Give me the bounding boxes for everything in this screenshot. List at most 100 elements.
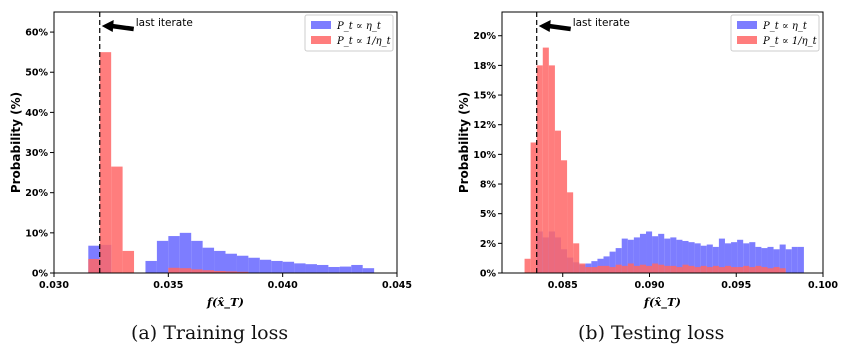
training-y-tick-label-1: 10% [25, 228, 48, 239]
training-annotation-arrow [101, 20, 135, 32]
training-bar-s0-8 [214, 250, 226, 273]
caption-training-loss: (a) Training loss [131, 322, 289, 344]
testing-bar-s1-23 [664, 265, 671, 273]
testing-y-tick-label-1: 2% [480, 239, 497, 250]
testing-bar-s1-37 [749, 267, 756, 273]
training-plot-frame [53, 11, 398, 274]
training-bar-s0-12 [259, 259, 272, 273]
caption-testing-loss: (b) Testing loss [578, 322, 725, 344]
testing-bar-s0-19 [652, 236, 659, 273]
testing-bar-s0-16 [633, 237, 640, 273]
testing-bar-s1-20 [646, 265, 653, 273]
testing-legend-swatch-1 [737, 36, 757, 44]
training-bar-s1-2 [111, 166, 123, 273]
training-legend-swatch-1 [311, 36, 331, 44]
training-y-tick-label-6: 60% [25, 28, 48, 39]
training-x-tick-label-2: 0.040 [268, 280, 298, 291]
testing-bar-s1-4 [548, 65, 555, 274]
testing-x-tick-label-2: 0.095 [721, 280, 751, 291]
testing-bar-s0-43 [797, 246, 804, 273]
testing-bar-s1-31 [712, 265, 719, 273]
testing-bar-s0-11 [603, 256, 610, 273]
training-bar-s0-9 [225, 253, 237, 273]
testing-bar-s0-25 [688, 242, 695, 273]
training-bar-s1-10 [236, 271, 249, 273]
training-arrow-shaft [111, 23, 135, 32]
testing-bar-s0-37 [761, 248, 768, 273]
testing-bar-s1-25 [676, 267, 683, 273]
testing-bar-s1-5 [554, 130, 561, 273]
training-bar-s1-7 [202, 270, 215, 273]
training-legend-label-1: P_t ∝ 1/η_t [336, 36, 392, 47]
testing-bar-s0-26 [694, 243, 701, 273]
panel-testing-loss: 0%2%5%8%10%12%15%18%20% 0.085 0.090 0.095 0… [457, 11, 838, 310]
testing-bar-s1-12 [597, 265, 604, 273]
testing-y-ticks: 0% 2% 5% 8% 10% 12% 15% 18% 20% [473, 31, 502, 280]
testing-bar-s0-15 [627, 239, 634, 273]
training-x-tick-label-1: 0.035 [153, 280, 183, 291]
testing-bar-s0-13 [615, 248, 622, 273]
training-x-axis-label: f(x̂_T) [206, 295, 244, 310]
testing-bar-s1-13 [603, 265, 610, 273]
testing-bar-s1-1 [530, 142, 537, 273]
training-bar-s1-6 [191, 269, 203, 273]
testing-annotation-label: last iterate [573, 17, 630, 29]
testing-bar-s1-19 [639, 264, 647, 273]
testing-bar-s1-39 [761, 267, 768, 273]
testing-bar-s1-24 [670, 265, 677, 273]
testing-bar-s0-34 [743, 243, 750, 273]
testing-bar-s0-18 [646, 231, 653, 273]
training-x-tick-label-0: 0.030 [39, 280, 69, 291]
training-arrow-head [101, 20, 114, 32]
testing-bar-s0-39 [773, 249, 780, 273]
training-annotation-label: last iterate [136, 17, 193, 29]
testing-bar-s0-35 [749, 242, 756, 273]
testing-x-tick-label-1: 0.090 [634, 280, 664, 291]
testing-bar-s1-40 [767, 268, 774, 273]
testing-bar-s0-20 [658, 233, 665, 273]
testing-bar-s1-28 [694, 267, 701, 273]
testing-arrow-head [538, 20, 551, 32]
training-bar-s1-3 [122, 250, 135, 273]
testing-y-tick-label-5: 12% [473, 120, 496, 131]
testing-y-tick-label-2: 5% [480, 209, 497, 220]
training-y-ticks: 0% 10% 20% 30% 40% 50% 60% [25, 28, 54, 280]
training-legend: P_t ∝ η_t P_t ∝ 1/η_t [304, 14, 394, 52]
testing-y-tick-label-6: 15% [473, 91, 496, 102]
testing-bar-s1-7 [567, 192, 574, 273]
training-bar-s1-9 [225, 271, 237, 273]
training-y-tick-label-5: 50% [25, 68, 48, 79]
training-bar-s0-11 [248, 257, 260, 273]
testing-bar-s0-21 [664, 238, 671, 273]
testing-bar-s1-9 [579, 263, 586, 273]
testing-x-axis-label: f(x̂_T) [643, 295, 681, 310]
training-bar-s0-15 [294, 263, 306, 273]
training-bar-s1-5 [179, 268, 192, 273]
testing-bar-s1-10 [585, 267, 592, 273]
training-y-axis-label: Probability (%) [9, 92, 23, 193]
testing-bar-s1-8 [573, 243, 580, 273]
training-bar-s0-7 [202, 247, 215, 273]
testing-bar-s0-23 [676, 239, 683, 273]
testing-bar-s0-32 [731, 242, 738, 273]
training-bar-s0-5 [179, 232, 192, 273]
testing-y-tick-label-0: 0% [480, 269, 497, 280]
testing-plot-frame [501, 11, 824, 274]
testing-bar-s0-36 [755, 246, 762, 273]
training-y-tick-label-3: 30% [25, 148, 48, 159]
testing-bar-s0-14 [621, 238, 628, 273]
training-legend-label-0: P_t ∝ η_t [336, 21, 382, 32]
training-bar-s0-16 [305, 264, 317, 273]
testing-bar-s1-27 [688, 265, 695, 273]
testing-bar-s0-38 [767, 246, 774, 273]
testing-bar-s1-33 [724, 265, 732, 273]
training-bar-s0-6 [191, 240, 203, 273]
testing-bar-s1-18 [633, 265, 640, 273]
testing-bar-s1-11 [591, 267, 598, 273]
testing-bar-s0-41 [785, 249, 792, 273]
testing-legend: P_t ∝ η_t P_t ∝ 1/η_t [730, 14, 820, 52]
training-bar-s1-8 [214, 270, 226, 273]
testing-bar-s0-28 [706, 244, 713, 273]
testing-bar-s1-15 [615, 264, 622, 273]
